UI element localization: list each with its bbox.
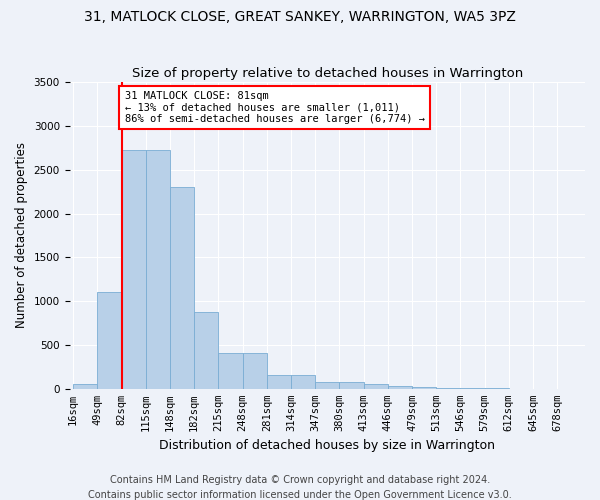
Bar — [291, 375, 315, 389]
Title: Size of property relative to detached houses in Warrington: Size of property relative to detached ho… — [131, 66, 523, 80]
Bar — [73, 384, 97, 389]
Bar — [218, 353, 242, 389]
Bar — [340, 382, 364, 389]
Y-axis label: Number of detached properties: Number of detached properties — [15, 142, 28, 328]
Text: 31 MATLOCK CLOSE: 81sqm
← 13% of detached houses are smaller (1,011)
86% of semi: 31 MATLOCK CLOSE: 81sqm ← 13% of detache… — [125, 91, 425, 124]
Bar — [122, 150, 146, 389]
Bar — [436, 388, 460, 389]
Bar — [364, 384, 388, 389]
Bar — [97, 292, 122, 389]
Bar — [315, 382, 340, 389]
Bar — [194, 312, 218, 389]
Text: 31, MATLOCK CLOSE, GREAT SANKEY, WARRINGTON, WA5 3PZ: 31, MATLOCK CLOSE, GREAT SANKEY, WARRING… — [84, 10, 516, 24]
Bar — [242, 353, 267, 389]
Bar — [170, 187, 194, 389]
Bar — [267, 375, 291, 389]
Bar — [146, 150, 170, 389]
X-axis label: Distribution of detached houses by size in Warrington: Distribution of detached houses by size … — [159, 440, 495, 452]
Text: Contains HM Land Registry data © Crown copyright and database right 2024.
Contai: Contains HM Land Registry data © Crown c… — [88, 474, 512, 500]
Bar — [412, 387, 436, 389]
Bar — [388, 386, 412, 389]
